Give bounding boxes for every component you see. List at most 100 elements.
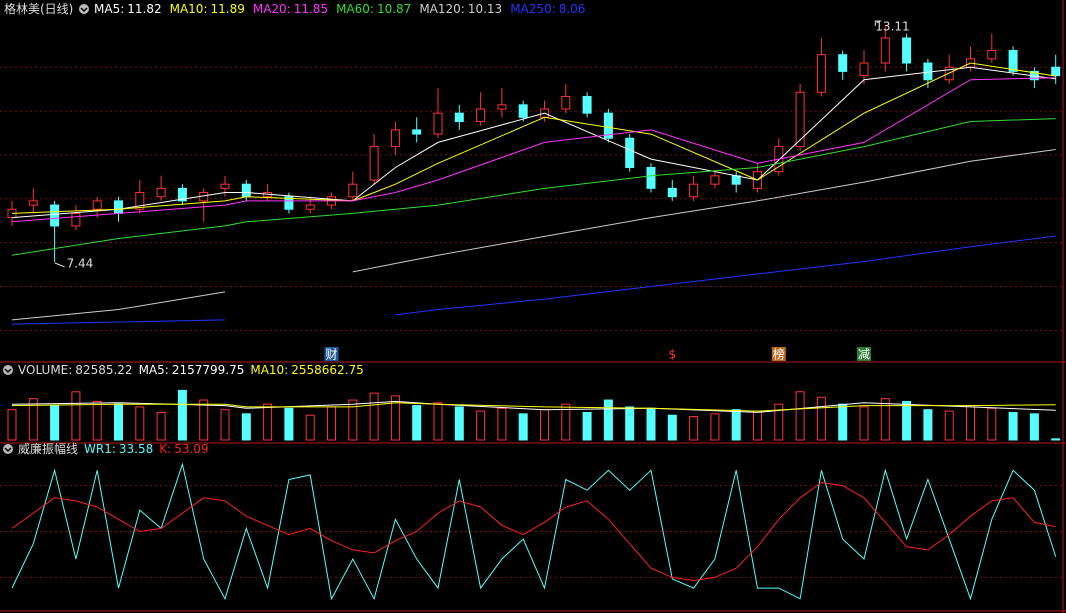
legend-label: VOLUME: (18, 363, 72, 377)
candle-body (625, 137, 635, 168)
legend-value: 33.58 (119, 442, 153, 456)
indicator-legend: 威廉振幅线 WR1: 33.58 K: 53.09 (18, 441, 209, 456)
candle-body (135, 192, 145, 210)
candle-body (284, 196, 294, 210)
volume-bar (667, 414, 677, 441)
volume-bar (1051, 438, 1061, 441)
legend-label: MA10: (250, 363, 288, 377)
volume-bar (731, 409, 741, 441)
legend-label: WR1: (84, 442, 116, 456)
candle-body (50, 204, 60, 227)
volume-bar (987, 407, 997, 441)
chart-title: 格林美(日线) (4, 1, 73, 16)
legend-label: MA250: (510, 2, 556, 16)
high-arrow (874, 20, 882, 27)
volume-bar (71, 391, 81, 441)
volume-bar (390, 395, 400, 441)
candle-body (816, 54, 826, 93)
event-marker: 减 (858, 348, 870, 362)
candle-body (582, 95, 592, 114)
volume-bar (156, 411, 166, 441)
line (11, 481, 1056, 582)
line (11, 77, 1056, 223)
candle-body (710, 175, 720, 185)
volume-bar (327, 406, 336, 441)
volume-bar (774, 403, 784, 441)
volume-bar (199, 399, 209, 441)
candle-body (1051, 66, 1061, 77)
event-marker-bg (324, 347, 339, 361)
volume-bar (284, 407, 294, 441)
candle-body (518, 104, 528, 118)
indicator-title: 威廉振幅线 (18, 441, 78, 456)
volume-bar (518, 413, 528, 441)
line (11, 462, 1057, 601)
legend-label: MA10: (170, 2, 208, 16)
candle-body (902, 37, 912, 64)
volume-bar (263, 403, 273, 441)
line (11, 62, 1056, 214)
volume-bar (966, 405, 975, 441)
event-marker-bg (771, 347, 786, 361)
candle-body (838, 54, 848, 72)
legend-label: MA120: (419, 2, 465, 16)
candle-body (987, 50, 997, 60)
candle-body (731, 175, 741, 185)
candle-body (220, 183, 230, 189)
collapse-icon (3, 444, 13, 454)
volume-bar (348, 399, 358, 441)
event-marker: $ (668, 348, 676, 362)
collapse-arrow (4, 368, 12, 374)
volume-bar (689, 416, 699, 441)
low-label: 7.44 (67, 256, 94, 270)
line (11, 66, 1056, 219)
candle-body (646, 166, 656, 189)
candle-body (369, 146, 379, 181)
collapse-arrow (4, 447, 12, 453)
candle-body (177, 187, 187, 202)
legend-value: 11.89 (210, 2, 244, 16)
line (11, 402, 1056, 412)
volume-bar (1029, 413, 1039, 441)
volume-bar (476, 410, 486, 441)
line (11, 235, 1056, 325)
volume-bar (241, 413, 251, 441)
legend-label: MA60: (336, 2, 374, 16)
event-marker: 榜 (773, 347, 785, 362)
candle-body (390, 129, 400, 148)
volume-bar (114, 403, 123, 441)
collapse-arrow (80, 7, 88, 13)
panel-header: 格林美(日线) (4, 1, 73, 16)
volume-bar (646, 407, 656, 441)
volume-bar (1008, 411, 1018, 441)
legend-value: 8.06 (559, 2, 586, 16)
line (11, 118, 1056, 256)
volume-bar (177, 389, 187, 441)
volume-legend: VOLUME: 82585.22 MA5: 2157799.75 MA10: 255866… (18, 363, 364, 377)
volume-bar (7, 409, 17, 441)
volume-bar (369, 392, 379, 441)
high-label: 13.11 (875, 20, 909, 34)
candle-body (689, 183, 699, 198)
volume-bar (795, 391, 805, 441)
collapse-icon (79, 4, 89, 14)
volume-bar (561, 403, 571, 441)
candle-body (667, 187, 677, 198)
candle-body (476, 108, 486, 123)
volume-bar (497, 407, 507, 441)
candle-body (114, 200, 123, 214)
event-marker: 财 (325, 348, 337, 362)
candle-body (71, 212, 81, 227)
volume-bar (305, 414, 315, 441)
volume-bar (816, 396, 826, 441)
candle-body (305, 204, 315, 210)
legend-value: 11.82 (127, 2, 161, 16)
legend-label: K: (159, 442, 171, 456)
volume-bar (838, 403, 848, 441)
candle-body (412, 129, 422, 135)
legend-value: 82585.22 (75, 363, 132, 377)
candle-body (1008, 50, 1018, 72)
candle-body (497, 104, 507, 110)
